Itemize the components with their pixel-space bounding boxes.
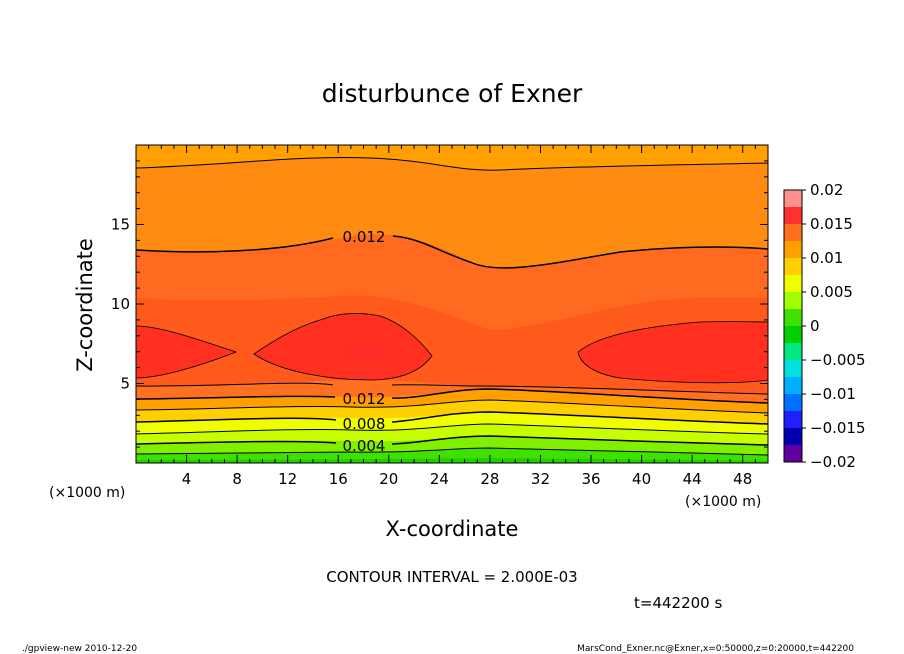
chart-title: disturbunce of Exner	[322, 79, 583, 108]
colorbar-swatch	[784, 445, 802, 463]
x-unit-left: (×1000 m)	[49, 485, 125, 501]
colorbar-swatch	[784, 343, 802, 361]
colorbar-swatch	[784, 326, 802, 344]
colorbar-swatch	[784, 411, 802, 429]
colorbar-swatch	[784, 309, 802, 327]
time-text: t=442200 s	[634, 594, 722, 612]
contour-label-008: 0.008	[343, 415, 386, 433]
x-axis-label: X-coordinate	[386, 517, 519, 541]
x-tick-label: 44	[683, 470, 702, 488]
x-tick-label: 36	[581, 470, 600, 488]
colorbar-swatch	[784, 377, 802, 395]
y-tick-label: 5	[120, 375, 130, 393]
colorbar-swatch	[784, 394, 802, 412]
footer-right: MarsCond_Exner.nc@Exner,x=0:50000,z=0:20…	[577, 644, 854, 654]
contour-label-012-lower: 0.012	[343, 390, 386, 408]
contour-line	[136, 237, 334, 253]
y-tick-label: 10	[111, 295, 130, 313]
contour-line	[136, 423, 768, 435]
colorbar-tick-label: −0.005	[810, 351, 866, 369]
x-tick-label: 8	[232, 470, 242, 488]
contour-line	[136, 440, 337, 445]
contour-line	[253, 312, 433, 381]
colorbar-tick-label: 0.005	[810, 283, 853, 301]
x-tick-label: 32	[531, 470, 550, 488]
colorbar-tick-label: 0.015	[810, 215, 853, 233]
colorbar-swatch	[784, 360, 802, 378]
y-axis: 5 10 15	[111, 160, 768, 448]
contour-line	[392, 235, 768, 269]
colorbar-swatch	[784, 207, 802, 225]
footer-left: ./gpview-new 2010-12-20	[22, 644, 137, 654]
x-tick-label: 48	[733, 470, 752, 488]
x-tick-label: 20	[379, 470, 398, 488]
contour-line	[136, 447, 768, 456]
colorbar-tick-label: 0.02	[810, 181, 843, 199]
colorbar-swatch	[784, 275, 802, 293]
x-tick-label: 12	[278, 470, 297, 488]
colorbar-tick-label: −0.015	[810, 419, 866, 437]
y-tick-label: 15	[111, 216, 130, 234]
x-tick-label: 24	[430, 470, 449, 488]
colorbar-swatch	[784, 190, 802, 208]
filled-contour-field	[136, 145, 768, 463]
colorbar-swatch	[784, 258, 802, 276]
contour-line	[136, 325, 238, 379]
cell-core	[345, 346, 385, 360]
contour-line	[391, 435, 768, 446]
contour-label-012-upper: 0.012	[343, 228, 386, 246]
contour-lines	[136, 156, 768, 456]
contour-line	[136, 417, 337, 423]
colorbar-swatch	[784, 224, 802, 242]
contour-interval-text: CONTOUR INTERVAL = 2.000E-03	[326, 568, 577, 586]
contour-line	[136, 382, 334, 387]
x-unit-right: (×1000 m)	[685, 494, 761, 510]
contour-line	[391, 384, 768, 395]
colorbar-ticks: 0.02 0.015 0.01 0.005 0 −0.005 −0.01 −0.015 −0.0…	[802, 181, 866, 471]
colorbar-tick-label: −0.01	[810, 385, 856, 403]
colorbar-tick-label: −0.02	[810, 453, 856, 471]
colorbar-swatch	[784, 428, 802, 446]
y-axis-label: Z-coordinate	[73, 238, 97, 372]
contour-labels: 0.012 0.012 0.008 0.004	[343, 228, 386, 455]
cell-left	[136, 326, 236, 378]
cell-right	[578, 321, 768, 383]
contour-label-004: 0.004	[343, 437, 386, 455]
colorbar	[784, 190, 802, 463]
colorbar-tick-label: 0.01	[810, 249, 843, 267]
contour-line	[391, 411, 768, 425]
colorbar-tick-label: 0	[810, 317, 820, 335]
contour-line	[136, 399, 768, 414]
x-tick-label: 16	[329, 470, 348, 488]
contour-line	[577, 321, 768, 384]
x-axis: 4 8 12 16 20 24 28 32 36 40 44 48	[148, 145, 756, 488]
contour-line	[136, 156, 768, 171]
x-tick-label: 28	[480, 470, 499, 488]
x-tick-label: 40	[632, 470, 651, 488]
contour-line	[391, 388, 768, 404]
colorbar-swatch	[784, 241, 802, 259]
contour-line	[136, 395, 336, 400]
colorbar-swatch	[784, 292, 802, 310]
cell-center	[254, 313, 432, 380]
x-tick-label: 4	[182, 470, 192, 488]
